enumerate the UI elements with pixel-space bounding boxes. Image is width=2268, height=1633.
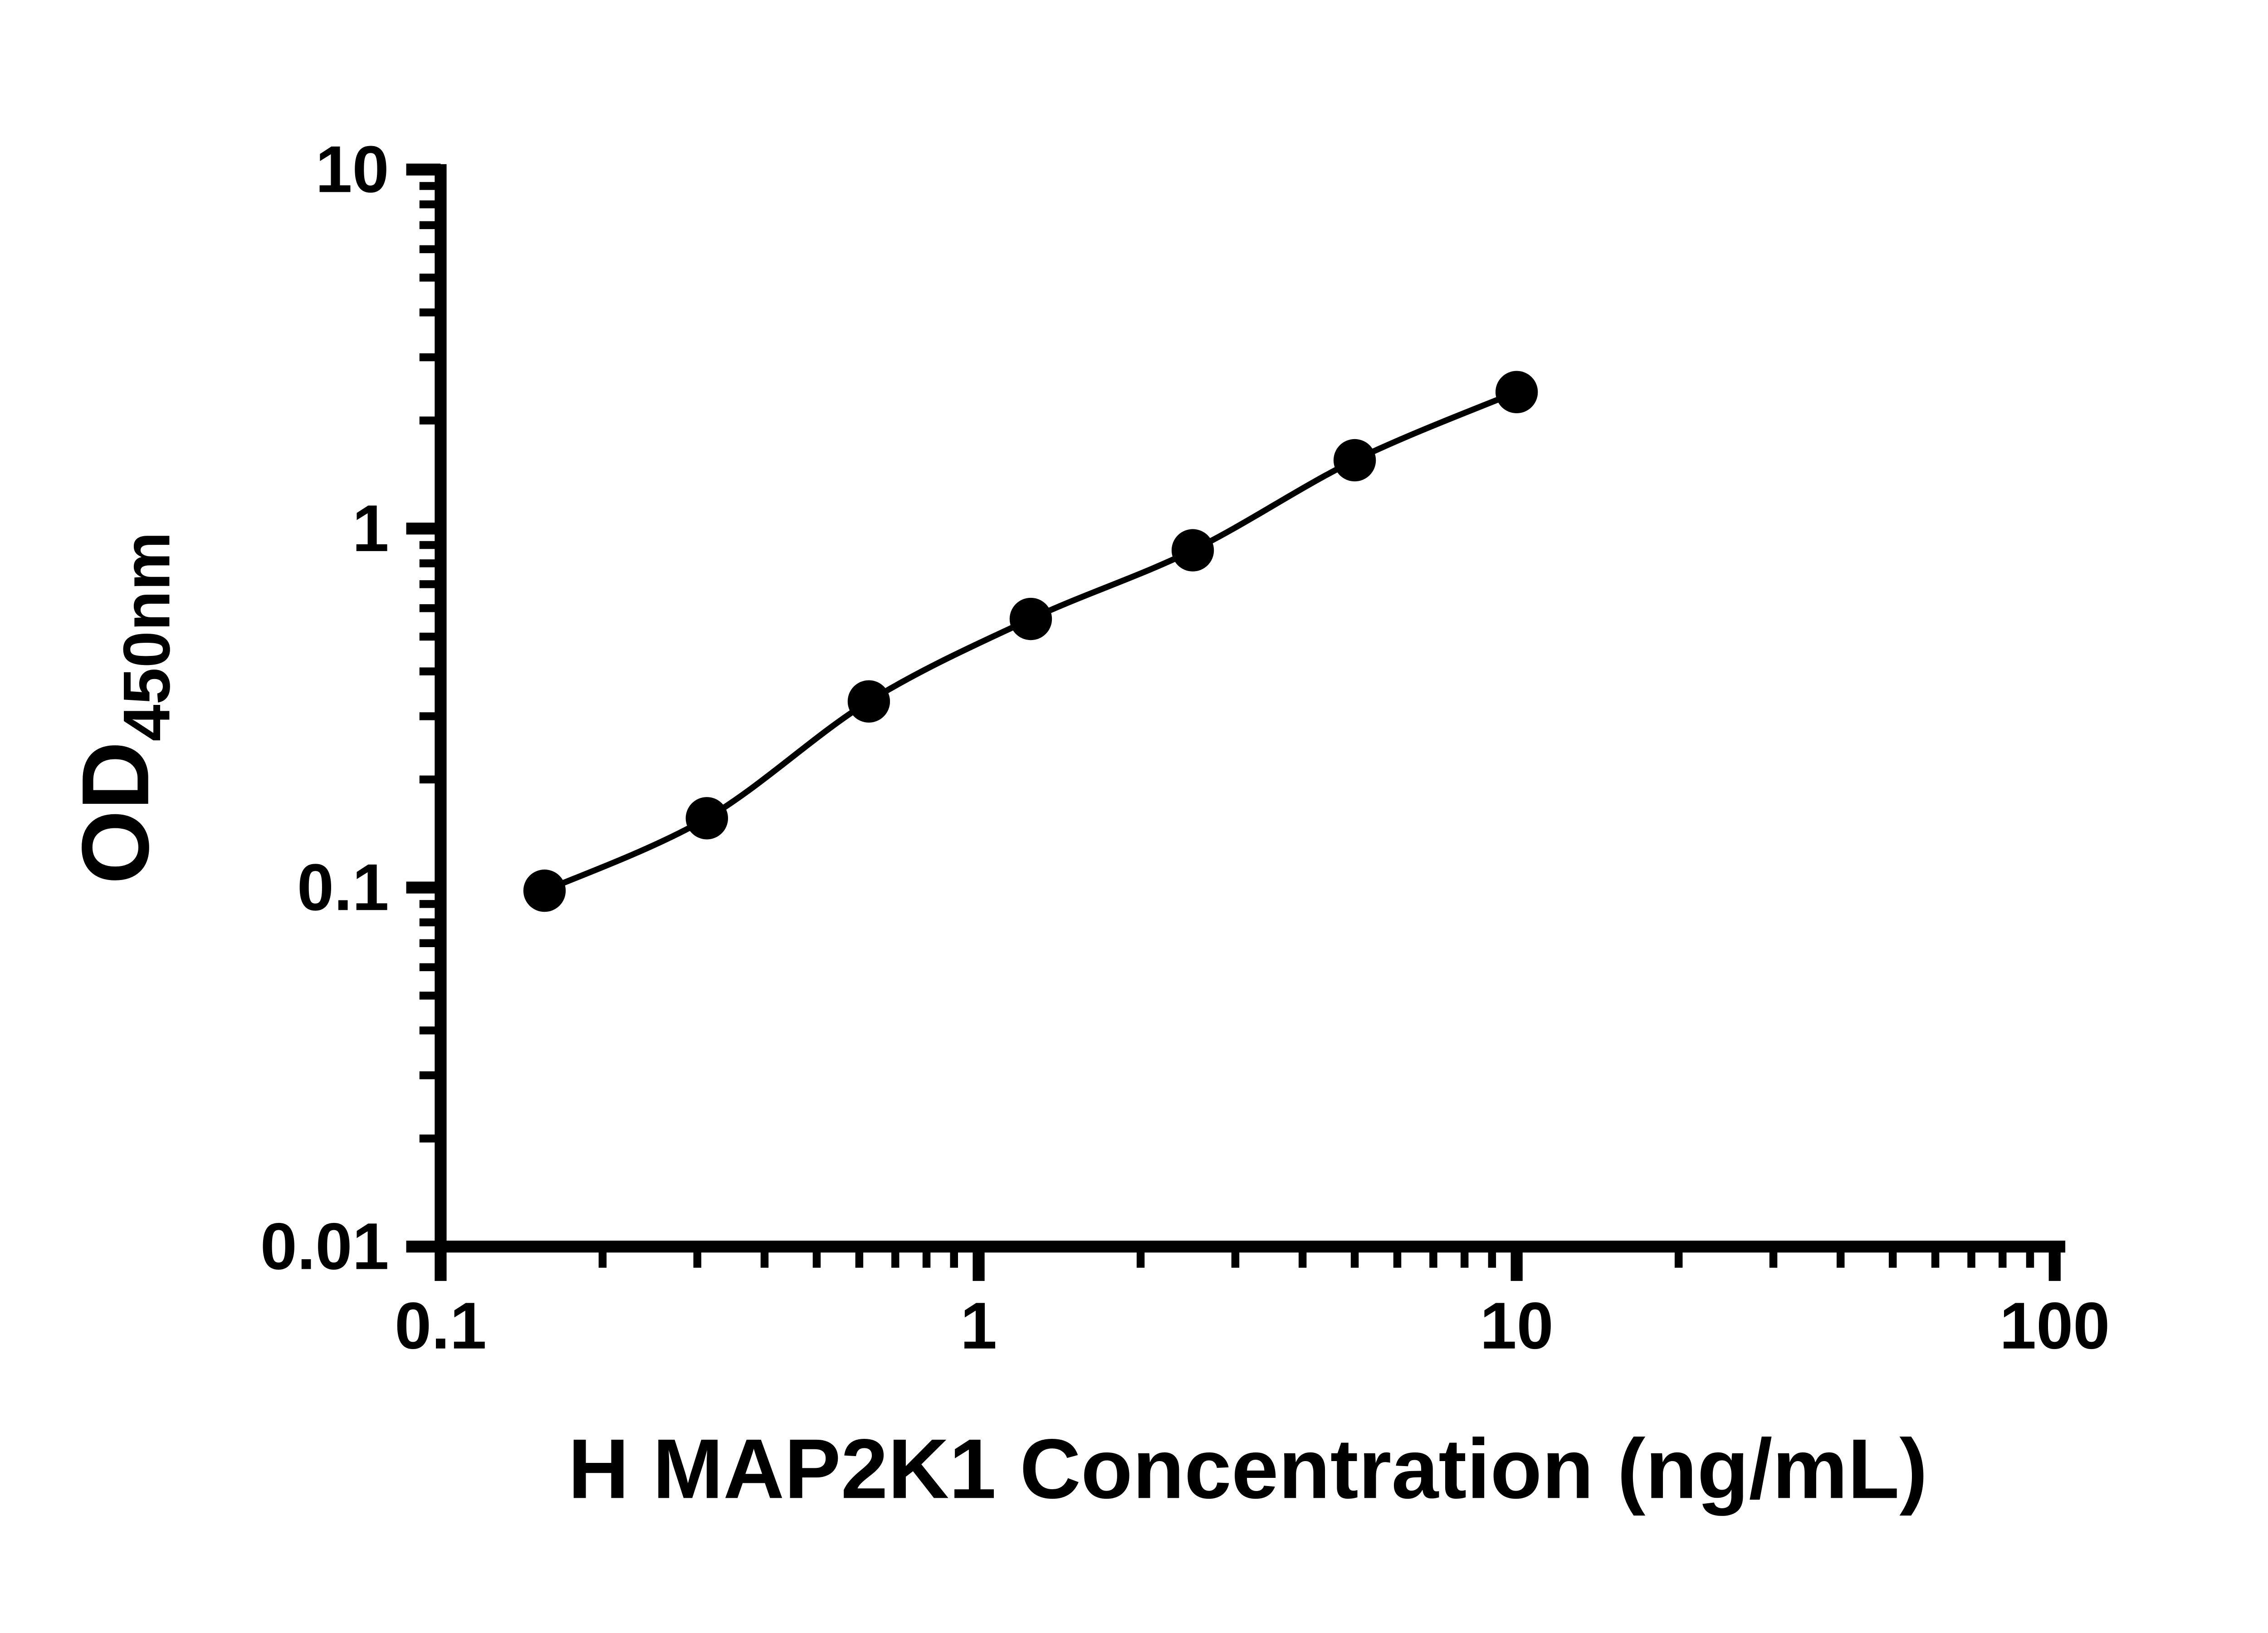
data-series	[523, 371, 1538, 912]
y-tick-label: 10	[315, 132, 389, 206]
axis-spine	[435, 164, 2066, 1253]
x-tick-label: 0.1	[395, 1289, 487, 1363]
x-tick-label: 100	[1999, 1289, 2110, 1363]
x-axis-title: H MAP2K1 Concentration (ng/mL)	[568, 1421, 1927, 1516]
data-point-marker	[1333, 439, 1376, 482]
data-point-marker	[685, 797, 728, 840]
data-point-marker	[847, 680, 890, 723]
y-tick-label: 1	[352, 491, 389, 565]
y-axis-title-main: OD	[62, 741, 169, 884]
y-axis-title-subscript: 450nm	[109, 532, 183, 741]
x-tick-label: 10	[1480, 1289, 1554, 1363]
x-tick-label: 1	[960, 1289, 997, 1363]
y-tick-label: 0.01	[260, 1209, 389, 1283]
y-axis-title: OD450nm	[62, 532, 184, 884]
data-point-marker	[1009, 597, 1052, 640]
data-point-marker	[523, 869, 566, 912]
y-tick-label: 0.1	[297, 850, 389, 924]
data-point-marker	[1171, 529, 1214, 572]
data-point-marker	[1495, 371, 1538, 413]
